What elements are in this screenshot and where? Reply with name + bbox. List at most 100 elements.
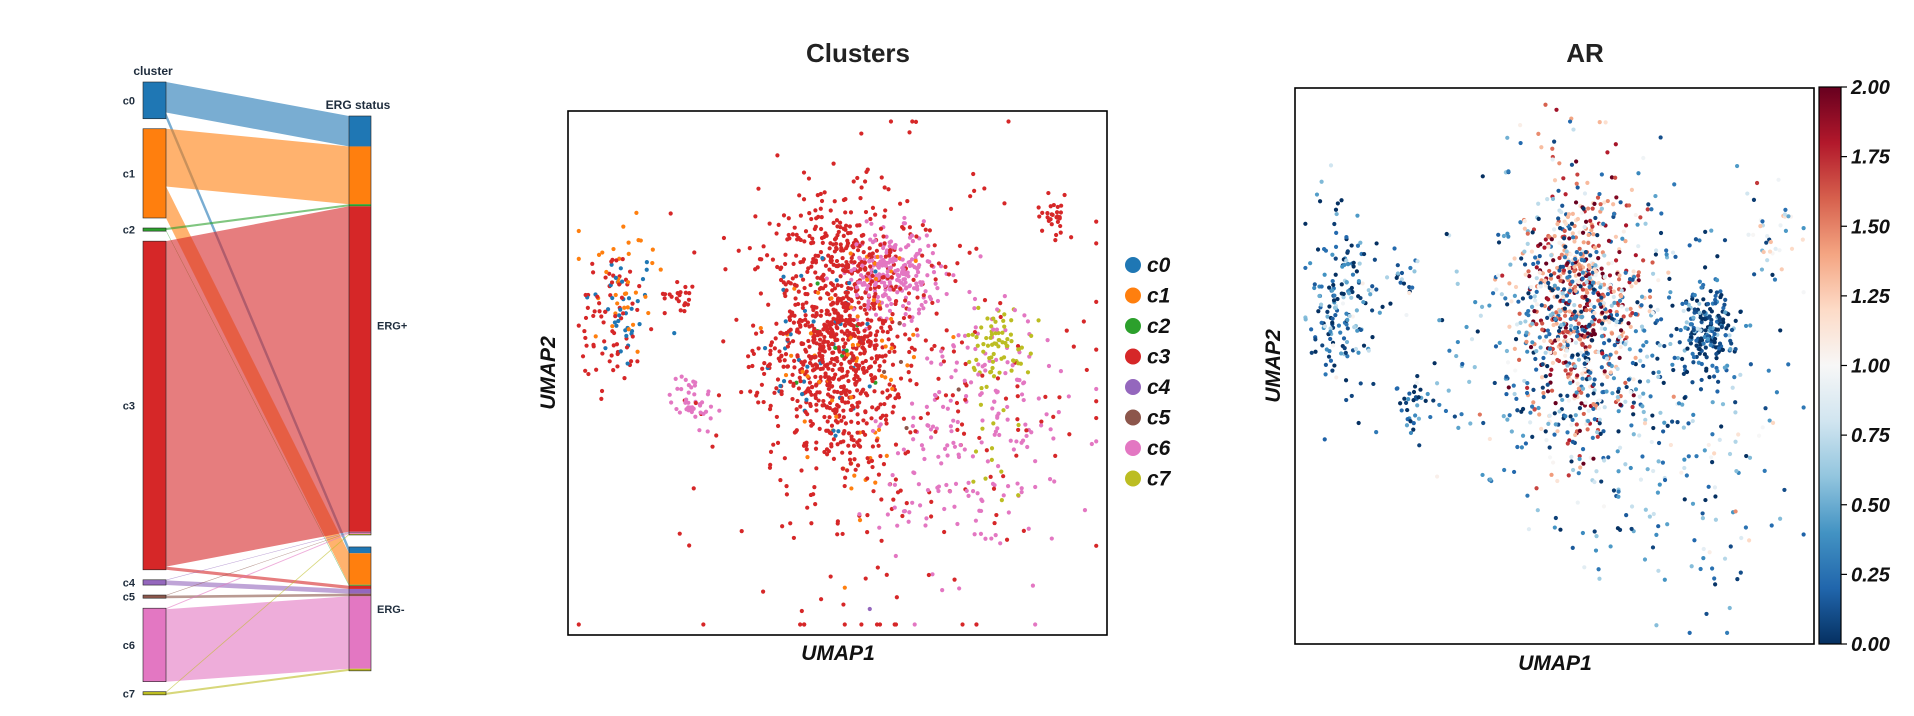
sankey-label-c0: c0 [123,95,135,107]
cluster-point-c3 [721,235,727,241]
ar-point [1540,327,1545,332]
cluster-point-c3 [1051,414,1056,420]
ar-point [1710,400,1715,405]
ar-point [1713,327,1719,332]
sankey-left-header: cluster [133,64,173,78]
cluster-point-c3 [818,375,823,380]
ar-point [1701,546,1706,552]
cluster-point-c6 [983,536,988,541]
cluster-point-c3 [590,261,595,266]
cluster-point-c3 [1057,215,1062,220]
ar-point [1524,390,1530,396]
ar-point [1552,139,1557,144]
cluster-point-c3 [583,315,589,321]
cluster-point-c3 [792,313,797,318]
ar-point [1549,237,1554,242]
ar-point [1738,309,1743,315]
cluster-point-c3 [862,260,867,265]
cluster-point-c3 [843,210,848,215]
cluster-point-c3 [858,266,863,272]
cluster-point-c3 [851,367,856,372]
ar-point [1637,379,1643,384]
ar-point [1600,310,1605,315]
ar-point [1536,405,1541,411]
cluster-point-c3 [854,346,859,351]
cluster-point-c3 [865,530,870,535]
cluster-point-c3 [891,404,896,409]
cluster-point-c3 [956,409,961,414]
cluster-point-c1 [634,210,639,215]
cluster-point-c3 [835,283,840,288]
ar-point [1567,236,1572,241]
ar-point [1637,433,1642,438]
ar-point [1358,381,1363,386]
cluster-point-c3 [628,359,634,364]
ar-point [1570,439,1575,444]
ar-point [1303,265,1308,271]
cluster-point-c6 [923,523,928,528]
cluster-point-c3 [1067,432,1072,437]
ar-point [1467,379,1472,384]
ar-point [1403,400,1409,405]
ar-point [1539,375,1545,380]
ar-point [1690,501,1696,506]
sankey-segment-erg-pos-c4 [349,531,371,533]
ar-point [1557,161,1562,166]
ar-point [1612,300,1617,305]
cluster-point-c6 [978,254,983,259]
ar-point [1591,314,1596,320]
ar-point [1664,252,1669,257]
ar-point [1656,440,1662,446]
cluster-point-c3 [786,216,791,221]
ar-point [1399,408,1404,413]
ar-point [1626,377,1632,382]
cluster-point-c3 [861,387,866,392]
cluster-point-c7 [1003,340,1008,346]
ar-point [1315,247,1321,252]
ar-point [1624,384,1629,390]
ar-point [1316,309,1321,314]
colorbar-tick-label: 0.50 [1851,495,1890,517]
ar-point [1597,417,1602,422]
cluster-point-c6 [918,280,923,285]
cluster-point-c3 [881,321,886,326]
cluster-point-c6 [953,481,959,486]
cluster-point-c6 [893,257,898,263]
ar-point [1599,334,1605,339]
cluster-point-c6 [873,312,879,317]
cluster-point-c6 [991,327,996,332]
ar-point [1553,400,1558,406]
ar-point [1609,331,1615,336]
ar-point [1554,310,1559,315]
cluster-point-c3 [818,313,823,318]
ar-point [1651,511,1656,517]
ar-point [1328,163,1334,168]
ar-point [1614,319,1619,324]
cluster-point-c3 [835,442,840,447]
ar-point [1563,368,1568,373]
cluster-point-c3 [872,294,877,299]
cluster-point-c6 [933,393,938,399]
cluster-point-c3 [583,292,588,298]
cluster-point-c3 [619,295,625,300]
ar-point [1593,273,1598,278]
cluster-point-c1 [829,296,834,301]
cluster-point-c6 [952,504,957,509]
cluster-point-c0 [603,346,608,351]
cluster-point-c3 [678,308,683,313]
cluster-point-c3 [818,226,824,232]
cluster-point-c1 [845,352,850,357]
colorbar-tick-label: 1.75 [1851,147,1891,169]
cluster-point-c3 [687,543,692,548]
cluster-point-c3 [822,414,827,420]
ar-point [1552,432,1557,437]
cluster-point-c6 [909,318,914,323]
ar-point [1414,380,1419,386]
cluster-point-c3 [799,468,804,473]
cluster-point-c6 [910,238,915,244]
ar-point [1594,469,1599,474]
cluster-point-c3 [920,222,925,228]
cluster-point-c6 [1094,439,1099,444]
cluster-point-c3 [814,216,819,221]
cluster-point-c3 [841,344,846,349]
